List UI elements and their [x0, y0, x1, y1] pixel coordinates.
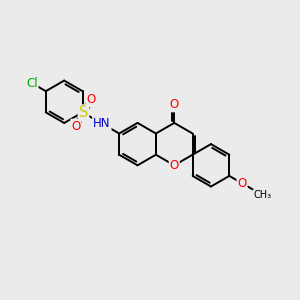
- Text: S: S: [79, 105, 88, 120]
- Text: Cl: Cl: [26, 76, 38, 90]
- Text: O: O: [169, 159, 179, 172]
- Text: O: O: [169, 98, 179, 111]
- Text: CH₃: CH₃: [254, 190, 272, 200]
- Text: O: O: [71, 120, 80, 133]
- Text: O: O: [238, 177, 247, 190]
- Text: HN: HN: [93, 117, 111, 130]
- Text: O: O: [86, 93, 96, 106]
